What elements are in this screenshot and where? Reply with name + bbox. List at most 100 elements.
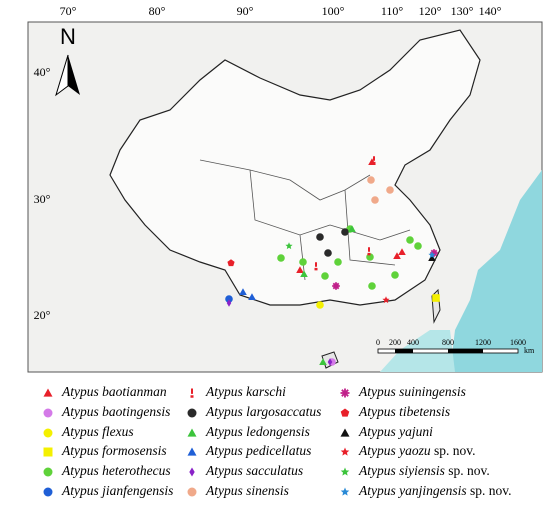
occurrence-point (314, 262, 318, 271)
legend-label: Atypus sinensis (205, 483, 289, 498)
legend-entry: Atypus siyiensis sp. nov. (340, 463, 490, 478)
species-name: Atypus flexus (61, 424, 134, 439)
legend-entry: Atypus yajuni (340, 424, 433, 439)
latitude-label: 20° (34, 308, 51, 322)
species-name: Atypus jianfengensis (61, 483, 173, 498)
scale-tick-label: 1600 (510, 338, 526, 347)
longitude-label: 100° (322, 4, 345, 18)
legend-entry: Atypus heterothecus (43, 463, 171, 478)
legend-label: Atypus ledongensis (205, 424, 310, 439)
occurrence-points (225, 156, 440, 366)
province-borders (199, 159, 411, 281)
occurrence-point (248, 293, 256, 301)
legend-entry: Atypus baotingensis (43, 404, 170, 419)
occurrence-point (372, 156, 376, 165)
legend-label: Atypus flexus (61, 424, 134, 439)
legend-label: Atypus pedicellatus (205, 443, 311, 458)
sea (450, 170, 542, 372)
longitude-label: 130° (451, 4, 474, 18)
occurrence-point (393, 252, 401, 260)
marker (43, 388, 53, 397)
species-name: Atypus pedicellatus (205, 443, 311, 458)
legend-label: Atypus sacculatus (205, 463, 303, 478)
legend-entry: Atypus baotianman (43, 384, 167, 399)
longitude-label: 110° (381, 4, 404, 18)
legend-label: Atypus heterothecus (61, 463, 171, 478)
scale-tick-label: 200 (389, 338, 401, 347)
longitude-label: 120° (419, 4, 442, 18)
occurrence-point (321, 272, 329, 280)
species-name: Atypus suiningensis (358, 384, 466, 399)
occurrence-point (432, 294, 440, 302)
occurrence-point (406, 236, 414, 244)
species-suffix: sp. nov. (434, 443, 476, 458)
occurrence-point (428, 254, 436, 262)
occurrence-point (334, 258, 342, 266)
scale-unit: km (524, 346, 535, 355)
occurrence-point (382, 296, 390, 304)
occurrence-point (319, 358, 327, 366)
legend-label: Atypus formosensis (61, 443, 167, 458)
legend-entry: Atypus pedicellatus (187, 443, 311, 458)
occurrence-point (327, 358, 333, 366)
marker (43, 428, 53, 438)
legend-label: Atypus karschi (205, 384, 286, 399)
occurrence-point (300, 270, 308, 278)
legend: Atypus baotianman Atypus baotingensis Atyp… (43, 384, 512, 498)
legend-entry: Atypus ledongensis (187, 424, 310, 439)
marker (340, 428, 350, 437)
legend-entry: Atypus tibetensis (340, 404, 450, 419)
latitude-label: 40° (34, 65, 51, 79)
species-name: Atypus formosensis (61, 443, 167, 458)
marker (340, 408, 350, 417)
legend-label: Atypus baotianman (61, 384, 167, 399)
species-name: Atypus sinensis (205, 483, 289, 498)
legend-entry: Atypus yaozu sp. nov. (340, 443, 476, 458)
country-outline (109, 29, 481, 306)
marker (43, 467, 53, 477)
occurrence-point (227, 259, 235, 267)
longitude-label: 90° (237, 4, 254, 18)
legend-entry: Atypus yanjingensis sp. nov. (340, 483, 512, 498)
species-name: Atypus baotianman (61, 384, 167, 399)
species-name: Atypus yanjingensis (358, 483, 467, 498)
legend-label: Atypus largosaccatus (205, 404, 321, 419)
occurrence-point (367, 247, 371, 256)
marker (43, 408, 53, 418)
occurrence-point (296, 266, 304, 274)
scale-tick-label: 400 (407, 338, 419, 347)
marker (340, 467, 350, 476)
species-name: Atypus yajuni (358, 424, 433, 439)
occurrence-point (430, 249, 438, 257)
scale-tick-label: 1200 (475, 338, 491, 347)
marker (43, 487, 53, 497)
legend-entry: Atypus suiningensis (340, 384, 466, 399)
legend-entry: Atypus karschi (190, 384, 286, 399)
occurrence-point (428, 251, 436, 259)
occurrence-point (367, 176, 375, 184)
legend-entry: Atypus largosaccatus (187, 404, 321, 419)
scale-tick-label: 0 (376, 338, 380, 347)
scale-tick-label: 800 (442, 338, 454, 347)
occurrence-point (225, 295, 233, 303)
occurrence-point (299, 258, 307, 266)
legend-entry: Atypus jianfengensis (43, 483, 173, 498)
occurrence-point (239, 288, 247, 296)
marker (187, 447, 197, 456)
legend-label: Atypus yanjingensis sp. nov. (358, 483, 512, 498)
species-name: Atypus heterothecus (61, 463, 171, 478)
legend-entry: Atypus sacculatus (189, 463, 303, 478)
marker (187, 428, 197, 437)
occurrence-point (386, 186, 394, 194)
marker (189, 467, 195, 477)
occurrence-point (391, 271, 399, 279)
legend-entry: Atypus formosensis (43, 443, 167, 458)
marker (340, 447, 350, 456)
marker (340, 487, 350, 496)
species-name: Atypus baotingensis (61, 404, 170, 419)
species-suffix: sp. nov. (470, 483, 512, 498)
longitude-label: 80° (149, 4, 166, 18)
legend-label: Atypus yaozu sp. nov. (358, 443, 476, 458)
